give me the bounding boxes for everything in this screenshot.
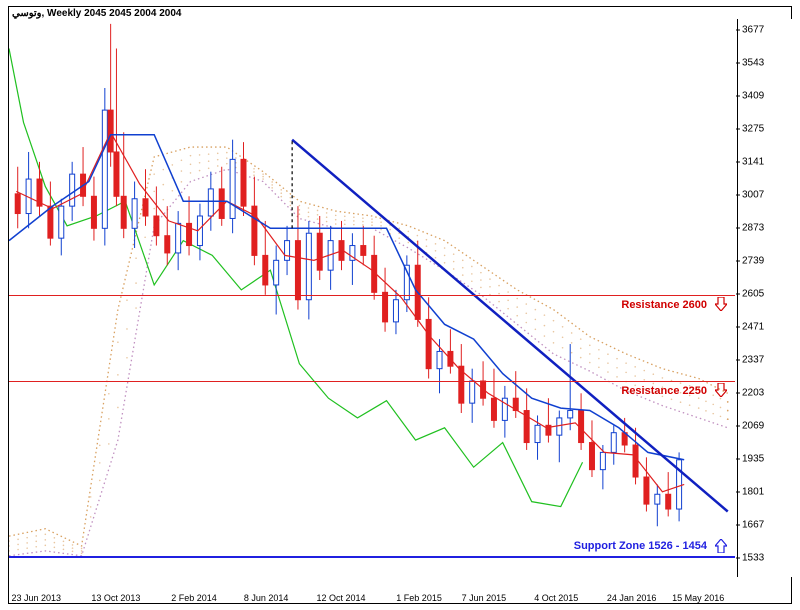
down-arrow-icon bbox=[715, 297, 727, 311]
x-tick: 12 Oct 2014 bbox=[316, 593, 365, 603]
y-tick: 3543 bbox=[742, 57, 764, 68]
x-tick: 8 Jun 2014 bbox=[244, 593, 289, 603]
y-tick: 1935 bbox=[742, 453, 764, 464]
y-axis: 1533 1667 1801 1935 2069 2203 2337 2471 2605 2739… bbox=[737, 19, 792, 577]
plot-area[interactable]: Resistance 2600 Resistance 2250 Support … bbox=[9, 19, 735, 577]
y-tick: 2471 bbox=[742, 321, 764, 332]
x-tick: 15 May 2016 bbox=[672, 593, 724, 603]
x-tick: 24 Jan 2016 bbox=[607, 593, 657, 603]
y-tick: 3409 bbox=[742, 90, 764, 101]
y-tick: 2203 bbox=[742, 387, 764, 398]
y-tick: 3677 bbox=[742, 24, 764, 35]
y-tick: 2739 bbox=[742, 255, 764, 266]
chart-container: وتوسي, Weekly 2045 2045 2004 2004 Resist… bbox=[0, 0, 800, 610]
resistance-label-2250: Resistance 2250 bbox=[621, 385, 707, 397]
x-tick: 7 Jun 2015 bbox=[462, 593, 507, 603]
y-tick: 2873 bbox=[742, 222, 764, 233]
x-tick: 1 Feb 2015 bbox=[396, 593, 442, 603]
y-tick: 2605 bbox=[742, 288, 764, 299]
y-tick: 3275 bbox=[742, 123, 764, 134]
x-tick: 4 Oct 2015 bbox=[534, 593, 578, 603]
x-tick: 23 Jun 2013 bbox=[12, 593, 62, 603]
support-label: Support Zone 1526 - 1454 bbox=[574, 540, 707, 552]
y-tick: 1667 bbox=[742, 519, 764, 530]
x-axis: 23 Jun 2013 13 Oct 2013 2 Feb 2014 8 Jun 20… bbox=[9, 589, 735, 603]
x-tick: 2 Feb 2014 bbox=[171, 593, 217, 603]
y-tick: 2337 bbox=[742, 354, 764, 365]
resistance-line-2600 bbox=[9, 295, 735, 296]
y-tick: 1533 bbox=[742, 552, 764, 563]
y-tick: 3007 bbox=[742, 189, 764, 200]
resistance-line-2250 bbox=[9, 381, 735, 382]
y-tick: 2069 bbox=[742, 420, 764, 431]
y-tick: 1801 bbox=[742, 486, 764, 497]
up-arrow-icon bbox=[715, 539, 727, 553]
chart-header: وتوسي, Weekly 2045 2045 2004 2004 bbox=[12, 8, 181, 19]
support-line bbox=[9, 556, 735, 558]
x-tick: 13 Oct 2013 bbox=[91, 593, 140, 603]
resistance-label-2600: Resistance 2600 bbox=[621, 299, 707, 311]
down-arrow-icon bbox=[715, 383, 727, 397]
y-tick: 3141 bbox=[742, 156, 764, 167]
